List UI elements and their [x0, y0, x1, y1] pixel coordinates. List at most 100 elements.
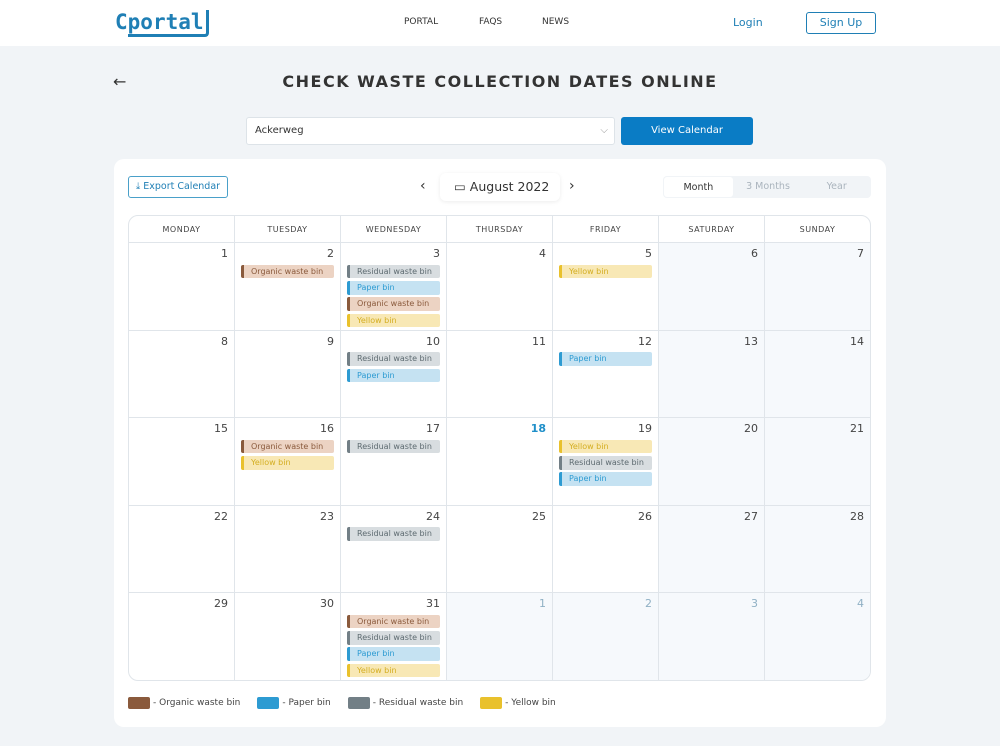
- day-cell[interactable]: 7: [765, 243, 870, 330]
- event-residual[interactable]: Residual waste bin: [347, 264, 440, 279]
- day-cell[interactable]: 2 Organic waste bin: [235, 243, 341, 330]
- day-cell[interactable]: 22: [129, 505, 235, 592]
- legend-swatch: [128, 697, 150, 709]
- login-link[interactable]: Login: [733, 16, 763, 29]
- day-cell[interactable]: 18: [447, 418, 553, 505]
- day-cell[interactable]: 20: [659, 418, 765, 505]
- day-number: 23: [320, 509, 334, 523]
- day-cell[interactable]: 16 Organic waste bin Yellow bin: [235, 418, 341, 505]
- month-picker[interactable]: ▭ August 2022: [440, 173, 560, 201]
- view-3-months[interactable]: 3 Months: [746, 181, 790, 192]
- day-cell[interactable]: 19 Yellow bin Residual waste bin Paper bin: [553, 418, 659, 505]
- event-paper[interactable]: Paper bin: [347, 647, 440, 661]
- day-number: 8: [221, 334, 228, 348]
- day-number: 6: [751, 247, 758, 260]
- event-residual[interactable]: Residual waste bin: [347, 439, 440, 454]
- event-yellow[interactable]: Yellow bin: [559, 439, 652, 454]
- event-yellow[interactable]: Yellow bin: [347, 313, 440, 328]
- view-year[interactable]: Year: [826, 181, 847, 192]
- next-month-button[interactable]: ›: [569, 178, 575, 194]
- view-calendar-button[interactable]: View Calendar: [621, 117, 753, 145]
- day-cell[interactable]: 10 Residual waste bin Paper bin: [341, 330, 447, 417]
- day-cell[interactable]: 9: [235, 330, 341, 417]
- signup-button[interactable]: Sign Up: [806, 12, 876, 34]
- weekday-saturday: SATURDAY: [659, 216, 765, 242]
- event-organic[interactable]: Organic waste bin: [241, 439, 334, 454]
- page-title: CHECK WASTE COLLECTION DATES ONLINE: [282, 72, 718, 91]
- back-arrow-icon[interactable]: ←: [113, 72, 127, 91]
- day-number: 29: [214, 597, 228, 610]
- legend-item-yellow: - Yellow bin: [480, 697, 556, 709]
- day-cell[interactable]: 11: [447, 330, 553, 417]
- week-row: 22 23 24 Residual waste bin 25 26 27 28: [129, 505, 870, 593]
- day-cell[interactable]: 3 Residual waste bin Paper bin Organic wast…: [341, 243, 447, 330]
- day-cell[interactable]: 25: [447, 505, 553, 592]
- day-cell[interactable]: 28: [765, 505, 870, 592]
- calendar-card: ⤓ Export Calendar ‹ ▭ August 2022 › Mont…: [114, 159, 886, 727]
- day-cell[interactable]: 1: [129, 243, 235, 330]
- event-yellow[interactable]: Yellow bin: [347, 663, 440, 678]
- event-paper[interactable]: Paper bin: [347, 281, 440, 295]
- day-cell[interactable]: 21: [765, 418, 870, 505]
- nav-faqs[interactable]: FAQS: [479, 17, 503, 27]
- day-cell[interactable]: 5 Yellow bin: [553, 243, 659, 330]
- portal-logo[interactable]: Cportal: [115, 10, 209, 37]
- legend-swatch: [480, 697, 503, 709]
- day-number: 10: [426, 334, 440, 348]
- day-number: 28: [850, 509, 864, 523]
- top-bar: Cportal PORTAL FAQS NEWS Login Sign Up: [0, 0, 1000, 46]
- event-paper[interactable]: Paper bin: [559, 352, 652, 366]
- event-yellow[interactable]: Yellow bin: [241, 456, 334, 470]
- event-residual[interactable]: Residual waste bin: [347, 352, 440, 366]
- day-cell[interactable]: 4: [765, 593, 870, 680]
- street-select[interactable]: Ackerweg ⌵: [246, 117, 615, 145]
- day-number: 3: [433, 247, 440, 260]
- day-cell[interactable]: 14: [765, 330, 870, 417]
- day-cell[interactable]: 15: [129, 418, 235, 505]
- legend-swatch: [347, 697, 370, 709]
- event-organic[interactable]: Organic waste bin: [347, 614, 440, 629]
- day-cell[interactable]: 26: [553, 505, 659, 592]
- day-cell[interactable]: 23: [235, 505, 341, 592]
- legend-item-organic: - Organic waste bin: [128, 697, 240, 709]
- day-number: 4: [539, 247, 546, 260]
- weekday-sunday: SUNDAY: [799, 225, 836, 234]
- day-number: 11: [532, 334, 546, 348]
- day-cell[interactable]: 4: [447, 243, 553, 330]
- day-number: 1: [539, 597, 546, 610]
- day-cell[interactable]: 13: [659, 330, 765, 417]
- event-residual[interactable]: Residual waste bin: [559, 456, 652, 470]
- event-residual[interactable]: Residual waste bin: [347, 631, 440, 645]
- day-cell[interactable]: 31 Organic waste bin Residual waste bin Pap…: [341, 593, 447, 680]
- day-cell[interactable]: 3: [659, 593, 765, 680]
- day-cell[interactable]: 8: [129, 330, 235, 417]
- event-paper[interactable]: Paper bin: [559, 472, 652, 486]
- event-residual[interactable]: Residual waste bin: [347, 527, 440, 541]
- nav-portal[interactable]: PORTAL: [404, 17, 439, 27]
- day-cell[interactable]: 6: [659, 243, 765, 330]
- nav-news[interactable]: NEWS: [542, 17, 570, 27]
- day-cell[interactable]: 27: [659, 505, 765, 592]
- day-cell[interactable]: 24 Residual waste bin: [341, 505, 447, 592]
- legend-label: - Yellow bin: [505, 698, 556, 708]
- day-cell[interactable]: 2: [553, 593, 659, 680]
- weekday-thursday: THURSDAY: [447, 216, 553, 242]
- day-cell[interactable]: 29: [129, 593, 235, 680]
- event-yellow[interactable]: Yellow bin: [559, 264, 652, 279]
- legend-label: - Organic waste bin: [153, 698, 241, 708]
- event-paper[interactable]: Paper bin: [347, 368, 440, 383]
- day-number: 13: [744, 334, 758, 348]
- event-organic[interactable]: Organic waste bin: [347, 297, 440, 311]
- calendar-grid: MONDAY TUESDAY WEDNESDAY THURSDAY FRIDAY SATU…: [128, 215, 871, 681]
- event-organic[interactable]: Organic waste bin: [241, 264, 334, 279]
- day-cell[interactable]: 1: [447, 593, 553, 680]
- export-calendar-button[interactable]: ⤓ Export Calendar: [128, 176, 228, 198]
- day-cell[interactable]: 30: [235, 593, 341, 680]
- download-icon: ⤓: [136, 181, 141, 192]
- prev-month-button[interactable]: ‹: [420, 178, 426, 194]
- day-cell[interactable]: 12 Paper bin: [553, 330, 659, 417]
- day-cell[interactable]: 17 Residual waste bin: [341, 418, 447, 505]
- day-number: 7: [857, 247, 864, 260]
- legend-label: - Residual waste bin: [372, 698, 464, 708]
- view-month[interactable]: Month: [664, 177, 733, 197]
